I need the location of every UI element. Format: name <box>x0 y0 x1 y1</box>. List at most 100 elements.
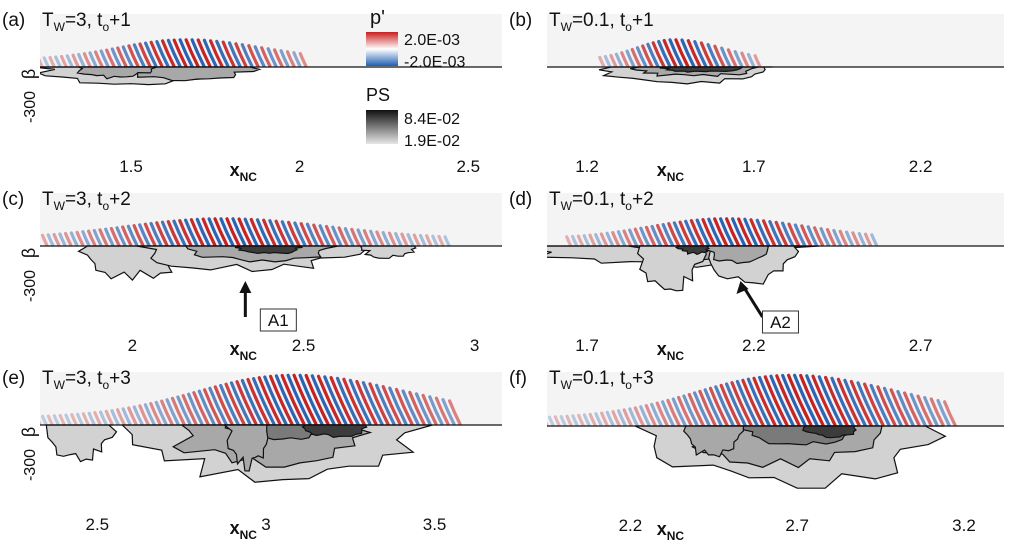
wave-mark <box>755 218 770 247</box>
wave-mark <box>375 230 385 247</box>
wave-mark <box>166 220 181 247</box>
wave-mark <box>671 397 687 427</box>
wave-mark <box>701 218 716 247</box>
wave-mark <box>149 402 162 426</box>
wave-mark <box>201 217 217 247</box>
wave-mark <box>633 406 645 427</box>
legend-ps-colorbar <box>366 110 398 144</box>
wave-mark <box>565 235 572 247</box>
wave-mark <box>60 54 68 68</box>
wave-mark <box>299 222 313 247</box>
wave-mark <box>362 229 373 247</box>
wave-mark <box>923 396 939 427</box>
wave-mark <box>882 386 903 427</box>
wave-mark <box>280 220 295 247</box>
wave-mark <box>678 220 692 247</box>
wave-mark <box>674 38 690 68</box>
wave-mark <box>806 225 818 247</box>
wave-mark <box>811 374 837 427</box>
wave-mark <box>237 217 253 247</box>
wave-mark <box>856 381 879 427</box>
wave-mark <box>876 385 897 427</box>
wave-mark <box>749 218 764 247</box>
ylabel: β <box>19 427 39 437</box>
wave-mark <box>768 220 782 247</box>
wave-mark <box>719 383 741 427</box>
wave-mark <box>323 375 348 426</box>
wave-mark <box>752 376 777 427</box>
wave-mark <box>656 223 668 247</box>
wave-mark <box>929 397 945 427</box>
wave-mark <box>41 414 48 426</box>
wave-mark <box>184 38 200 68</box>
wave-mark <box>42 56 50 68</box>
wave-mark <box>286 373 312 426</box>
xlabel: xNC <box>657 519 685 540</box>
wave-mark <box>40 233 49 247</box>
wave-mark <box>94 50 104 68</box>
wave-mark <box>414 392 432 426</box>
wave-mark <box>684 219 698 247</box>
wave-mark <box>105 48 116 68</box>
wave-mark <box>605 410 615 427</box>
annotation-box <box>761 310 799 334</box>
legend-ps-title: PS <box>366 85 390 105</box>
wave-mark <box>253 45 266 68</box>
wave-mark <box>863 382 885 427</box>
wave-mark <box>27 59 30 66</box>
streak-contour <box>701 245 770 265</box>
wave-mark <box>682 394 699 427</box>
wave-mark <box>617 409 627 427</box>
streak-contour <box>234 245 303 255</box>
wave-mark <box>633 227 644 247</box>
wave-mark <box>644 404 657 427</box>
wave-mark <box>641 44 654 68</box>
wave-mark <box>331 225 343 247</box>
panel-label: (d) <box>509 189 532 210</box>
wave-mark <box>342 377 366 426</box>
wave-mark <box>224 382 246 426</box>
wave-mark <box>832 228 842 247</box>
wave-mark <box>559 415 567 427</box>
xtick-label: 3.2 <box>952 516 976 535</box>
wave-mark <box>196 38 212 68</box>
wave-mark <box>184 218 199 247</box>
wave-mark <box>553 415 561 427</box>
wave-mark <box>287 220 301 247</box>
wave-mark <box>298 52 308 68</box>
wave-mark <box>889 388 909 427</box>
wave-mark <box>448 399 462 426</box>
wave-mark <box>149 40 164 68</box>
wave-mark <box>110 47 122 68</box>
wave-mark <box>75 230 85 247</box>
panel-d: (d) TW=0.1, to+2 1.7 2.2 2.7 xNC A2 <box>509 189 1004 363</box>
panel-b: (b) TW=0.1, to+1 1.2 1.7 2.2 xNC <box>509 10 1004 184</box>
wave-mark <box>121 45 134 68</box>
wave-mark <box>725 217 740 247</box>
xtick-label: 3.5 <box>423 515 447 534</box>
annotation-arrowhead <box>736 281 749 294</box>
annotation-arrow <box>741 284 764 318</box>
annotation-arrowhead <box>239 281 252 293</box>
wave-mark <box>616 230 626 247</box>
wave-mark <box>387 231 397 247</box>
wave-mark <box>733 50 744 68</box>
wave-mark <box>231 217 247 247</box>
panel-e: (e) TW=3, to+3 -300 β 2.5 3 3.5 xNC <box>2 368 502 540</box>
xtick-label: 3 <box>261 515 270 534</box>
panel-f: (f) TW=0.1, to+3 2.2 2.7 3.2 xNC <box>509 368 1004 540</box>
legend-p: p' 2.0E-03 -2.0E-03 <box>366 7 465 71</box>
wave-mark <box>547 415 555 427</box>
wave-mark <box>657 39 672 68</box>
wave-mark <box>714 385 735 427</box>
wave-mark <box>190 38 206 68</box>
wave-mark <box>54 55 62 68</box>
legend-p-title: p' <box>370 7 385 29</box>
wave-mark <box>160 220 175 247</box>
wave-mark <box>257 376 282 426</box>
wave-mark <box>838 229 848 247</box>
wave-mark <box>187 392 204 426</box>
panel-title: TW=0.1, to+2 <box>549 189 654 213</box>
wave-mark <box>577 413 585 427</box>
panel-title: TW=0.1, to+1 <box>549 10 654 34</box>
